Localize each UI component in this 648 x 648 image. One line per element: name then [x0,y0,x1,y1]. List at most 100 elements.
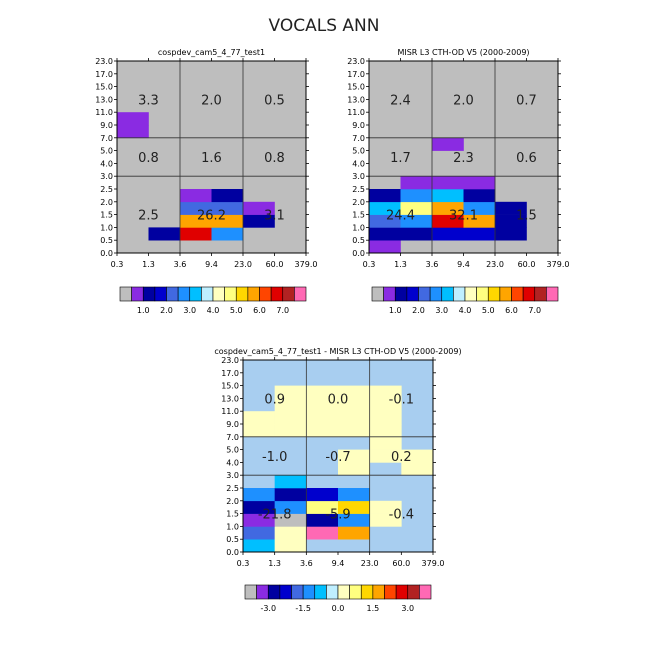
heatmap-cell [243,513,275,527]
heatmap-cell [400,227,433,241]
heatmap-cell [432,137,464,151]
heatmap-cell [400,201,433,215]
y-tick-label: 17.0 [347,70,365,79]
panel-title: MISR L3 CTH-OD V5 (2000-2009) [397,48,529,57]
heatmap-cell [306,488,339,502]
colorbar-swatch [259,286,272,302]
heatmap-cell [338,411,370,425]
heatmap-cell [306,526,339,540]
heatmap-cell [117,125,149,139]
x-tick-label: 379.0 [422,559,445,568]
heatmap-cell [369,240,401,254]
heatmap-cell [369,411,402,425]
heatmap-cell [306,424,339,438]
group-total: 1.7 [390,151,411,166]
y-tick-label: 15.0 [221,382,239,391]
group-total: -1.0 [262,450,287,465]
heatmap-cell [148,227,181,241]
group-total: 0.5 [264,93,285,108]
x-tick-label: 0.3 [237,559,250,568]
colorbar-swatch [256,584,269,600]
group-total: 0.7 [516,93,537,108]
colorbar-swatch [534,286,547,302]
y-tick-label: 0.5 [352,236,365,245]
colorbar-swatch [314,584,327,600]
heatmap-cell [432,189,464,203]
group-total: -5.9 [325,508,350,523]
group-total: 0.8 [138,151,159,166]
heatmap-cell [117,112,149,126]
colorbar-swatch [441,286,454,302]
y-tick-label: 2.5 [226,484,239,493]
x-tick-label: 3.6 [300,559,313,568]
heatmap-cell [243,539,275,553]
panel-title: cospdev_cam5_4_77_test1 [158,48,265,57]
heatmap-panel: MISR L3 CTH-OD V5 (2000-2009) 2.4 2.0 0.7 1.… [347,48,569,315]
group-total: -0.4 [389,508,414,523]
y-tick-label: 0.0 [226,548,239,557]
group-total: 2.3 [453,151,474,166]
heatmap-cell [369,385,402,399]
x-tick-label: 9.4 [457,260,470,269]
y-tick-label: 11.0 [221,407,239,416]
heatmap-cell [463,201,496,215]
heatmap-cell [432,176,464,190]
x-tick-label: 9.4 [205,260,218,269]
y-tick-label: 0.0 [352,249,365,258]
y-tick-label: 1.5 [226,510,239,519]
x-tick-label: 23.0 [486,260,504,269]
y-tick-label: 9.0 [100,121,113,130]
y-tick-label: 9.0 [352,121,365,130]
colorbar-swatch [395,584,409,600]
heatmap-cell [401,449,434,463]
heatmap-cell [211,214,244,228]
heatmap-cell [243,526,275,540]
y-tick-label: 11.0 [95,108,113,117]
x-tick-label: 1.3 [268,559,281,568]
heatmap-cell [274,539,307,553]
heatmap-cell [463,176,496,190]
colorbar-label: 5.0 [482,306,495,315]
y-tick-label: 17.0 [221,369,239,378]
y-tick-label: 23.0 [95,57,113,66]
y-tick-label: 5.0 [352,147,365,156]
heatmap-cell [180,214,212,228]
heatmap-cell [369,214,401,228]
colorbar-swatch [394,286,408,302]
colorbar-swatch [384,584,397,600]
y-tick-label: 2.0 [226,497,239,506]
x-tick-label: 23.0 [361,559,379,568]
heatmap-cell [338,385,370,399]
y-tick-label: 1.0 [352,223,365,232]
x-tick-label: 379.0 [295,260,318,269]
group-total: 32.1 [449,209,478,224]
colorbar-label: 2.0 [160,306,173,315]
y-tick-label: 15.0 [347,83,365,92]
y-tick-label: 13.0 [347,95,365,104]
colorbar-swatch [302,584,316,600]
group-total: 3.1 [264,209,285,224]
colorbar-label: 4.0 [207,306,220,315]
y-tick-label: 2.5 [352,185,365,194]
y-tick-label: 2.0 [352,198,365,207]
heatmap-cell [338,513,370,527]
group-total: 0.0 [328,392,349,407]
y-tick-label: 0.0 [100,249,113,258]
heatmap-cell [274,424,307,438]
heatmap-cell [243,488,275,502]
heatmap-cell [338,500,370,514]
colorbar-swatch [499,286,512,302]
heatmap-cell [211,189,244,203]
y-tick-label: 7.0 [100,134,113,143]
colorbar-swatch [294,286,307,302]
y-tick-label: 7.0 [226,433,239,442]
heatmap-cell [338,398,370,412]
heatmap-cell [306,513,339,527]
colorbar-swatch [546,286,559,302]
colorbar-label: 7.0 [528,306,541,315]
colorbar-swatch [418,286,431,302]
colorbar-swatch [360,584,374,600]
y-tick-label: 5.0 [100,147,113,156]
colorbar-label: 4.0 [459,306,472,315]
heatmap-cell [369,189,401,203]
